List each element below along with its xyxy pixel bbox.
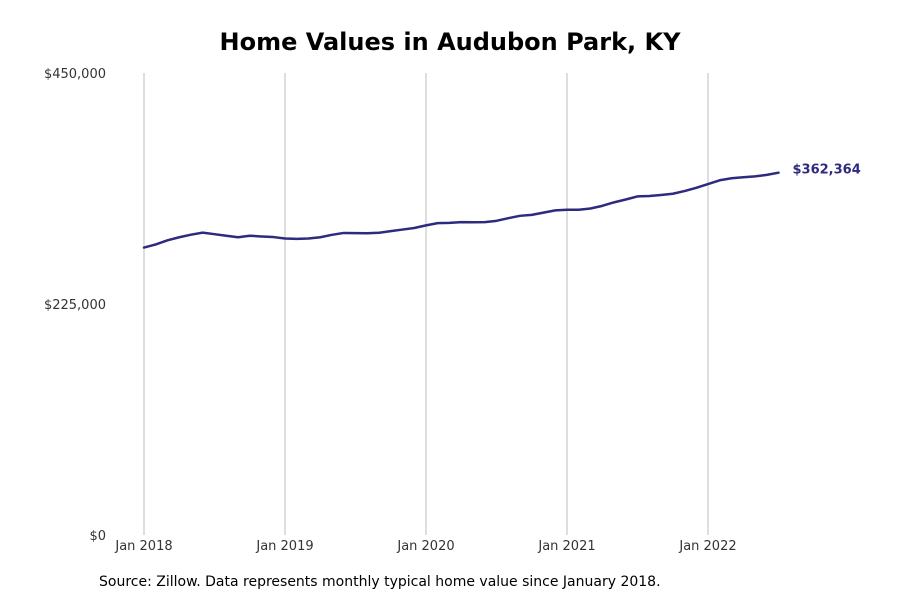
series-line [142, 171, 780, 249]
y-tick-label: $225,000 [44, 298, 106, 313]
source-note: Source: Zillow. Data represents monthly … [99, 574, 661, 590]
x-tick-label: Jan 2020 [396, 539, 454, 554]
vertical-gridlines [143, 73, 709, 535]
x-tick-label: Jan 2018 [114, 539, 172, 554]
x-tick-label: Jan 2021 [537, 539, 595, 554]
y-axis-ticks: $0 $225,000 $450,000 [44, 67, 106, 544]
x-axis-ticks: Jan 2018 Jan 2019 Jan 2020 Jan 2021 Jan 2022 [114, 539, 736, 554]
y-tick-label: $0 [89, 529, 106, 544]
y-tick-label: $450,000 [44, 67, 106, 82]
x-tick-label: Jan 2019 [255, 539, 313, 554]
x-tick-label: Jan 2022 [678, 539, 736, 554]
end-value-label: $362,364 [793, 163, 861, 178]
chart-title: Home Values in Audubon Park, KY [219, 28, 681, 56]
